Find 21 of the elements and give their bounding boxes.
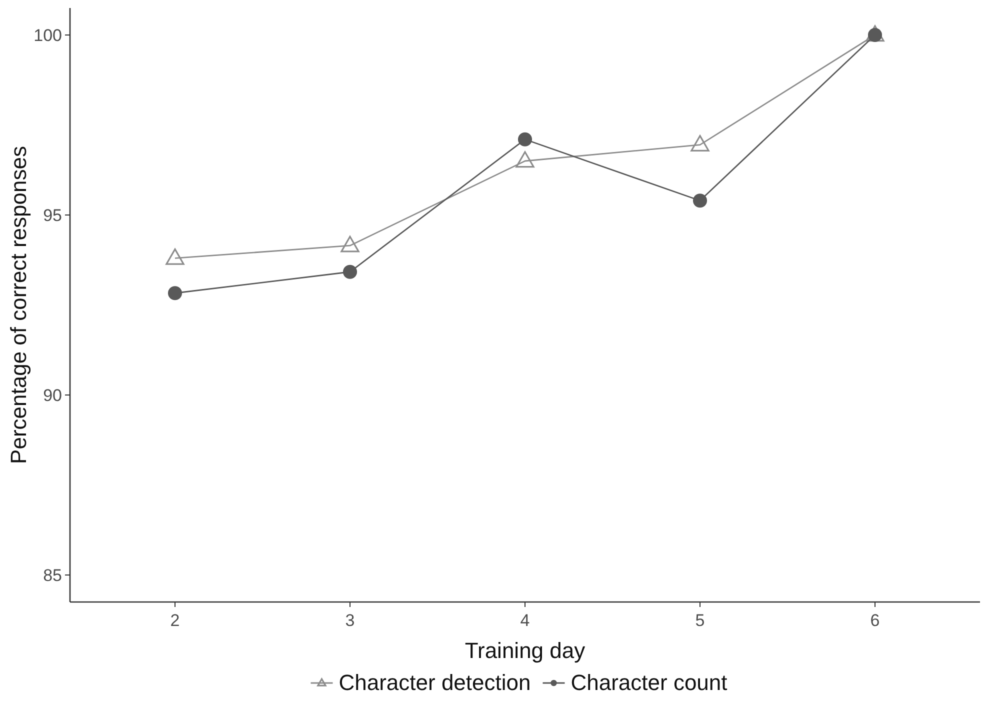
x-tick-label: 2	[170, 611, 180, 630]
point	[166, 248, 184, 265]
point	[692, 194, 708, 208]
point	[516, 151, 534, 168]
x-tick-label: 6	[870, 611, 880, 630]
legend-label: Character detection	[338, 670, 531, 695]
point	[342, 264, 358, 279]
point	[690, 135, 710, 152]
x-axis-title: Training day	[464, 638, 586, 663]
point	[340, 236, 360, 252]
x-tick-label: 5	[695, 611, 705, 630]
y-tick-label: 90	[43, 386, 62, 405]
y-tick-label: 95	[43, 206, 62, 225]
point	[168, 286, 182, 300]
x-tick-label: 4	[520, 611, 530, 630]
legend-label: Character count	[570, 670, 728, 695]
point	[518, 132, 532, 146]
y-tick-label: 100	[34, 26, 62, 45]
y-axis-title: Percentage of correct responses	[6, 146, 31, 464]
x-tick-label: 3	[345, 611, 355, 630]
y-tick-label: 85	[43, 566, 62, 585]
